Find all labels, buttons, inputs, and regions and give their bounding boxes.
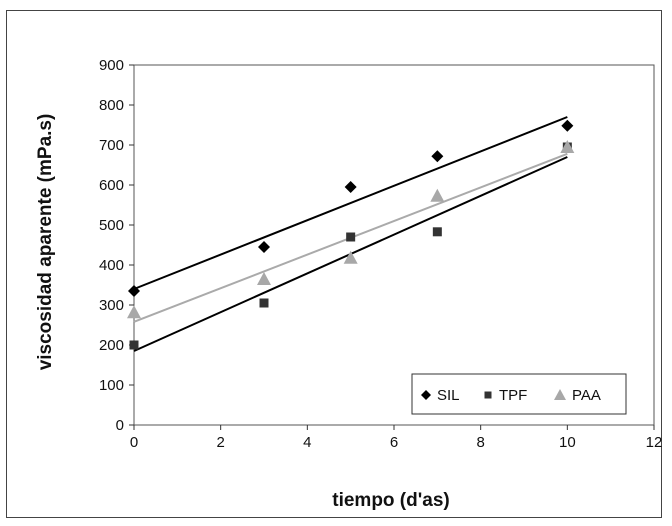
y-tick-label: 800 xyxy=(99,97,124,114)
point-sil xyxy=(258,241,270,253)
y-tick-label: 400 xyxy=(99,257,124,274)
y-tick-label: 600 xyxy=(99,177,124,194)
y-tick-label: 500 xyxy=(99,217,124,234)
y-tick-label: 100 xyxy=(99,377,124,394)
point-sil xyxy=(431,150,444,163)
x-tick-label: 2 xyxy=(216,434,224,451)
point-tpf xyxy=(259,298,269,308)
x-axis-title: tiempo (d'as) xyxy=(332,490,449,511)
x-tick-label: 10 xyxy=(559,434,576,451)
x-tick-label: 12 xyxy=(646,434,663,451)
legend-label-tpf: TPF xyxy=(499,387,527,404)
legend-box xyxy=(411,373,627,415)
legend-label-paa: PAA xyxy=(572,387,601,404)
x-tick-label: 8 xyxy=(476,434,484,451)
point-paa xyxy=(343,250,358,264)
y-axis-title: viscosidad aparente (mPa.s) xyxy=(35,114,56,371)
y-tick-label: 0 xyxy=(116,417,124,434)
legend-label-sil: SIL xyxy=(437,387,460,404)
y-tick-label: 200 xyxy=(99,337,124,354)
y-tick-label: 700 xyxy=(99,137,124,154)
plot-area xyxy=(133,64,655,426)
y-axis-ticks: 0 100 200 300 400 500 600 700 800 900 xyxy=(99,57,134,434)
x-tick-label: 6 xyxy=(390,434,398,451)
x-tick-label: 4 xyxy=(303,434,311,451)
x-tick-label: 0 xyxy=(130,434,138,451)
point-paa xyxy=(257,272,271,285)
legend-marker-tpf xyxy=(484,391,492,399)
point-paa xyxy=(560,140,575,153)
point-sil xyxy=(561,119,574,132)
point-paa xyxy=(430,188,445,202)
point-sil xyxy=(128,285,140,297)
plot-border xyxy=(133,64,655,426)
x-axis-ticks: 0 2 4 6 8 10 12 xyxy=(130,425,663,451)
point-tpf xyxy=(346,232,356,242)
legend: SIL TPF PAA xyxy=(411,373,627,415)
legend-marker-sil xyxy=(421,390,431,400)
y-tick-label: 900 xyxy=(99,57,124,74)
point-tpf xyxy=(432,227,442,237)
legend-marker-paa xyxy=(554,389,566,400)
y-tick-label: 300 xyxy=(99,297,124,314)
point-sil xyxy=(344,181,357,193)
chart-frame xyxy=(6,10,662,518)
trendline-sil xyxy=(133,116,568,290)
data-points xyxy=(127,119,575,350)
point-paa xyxy=(127,305,141,319)
